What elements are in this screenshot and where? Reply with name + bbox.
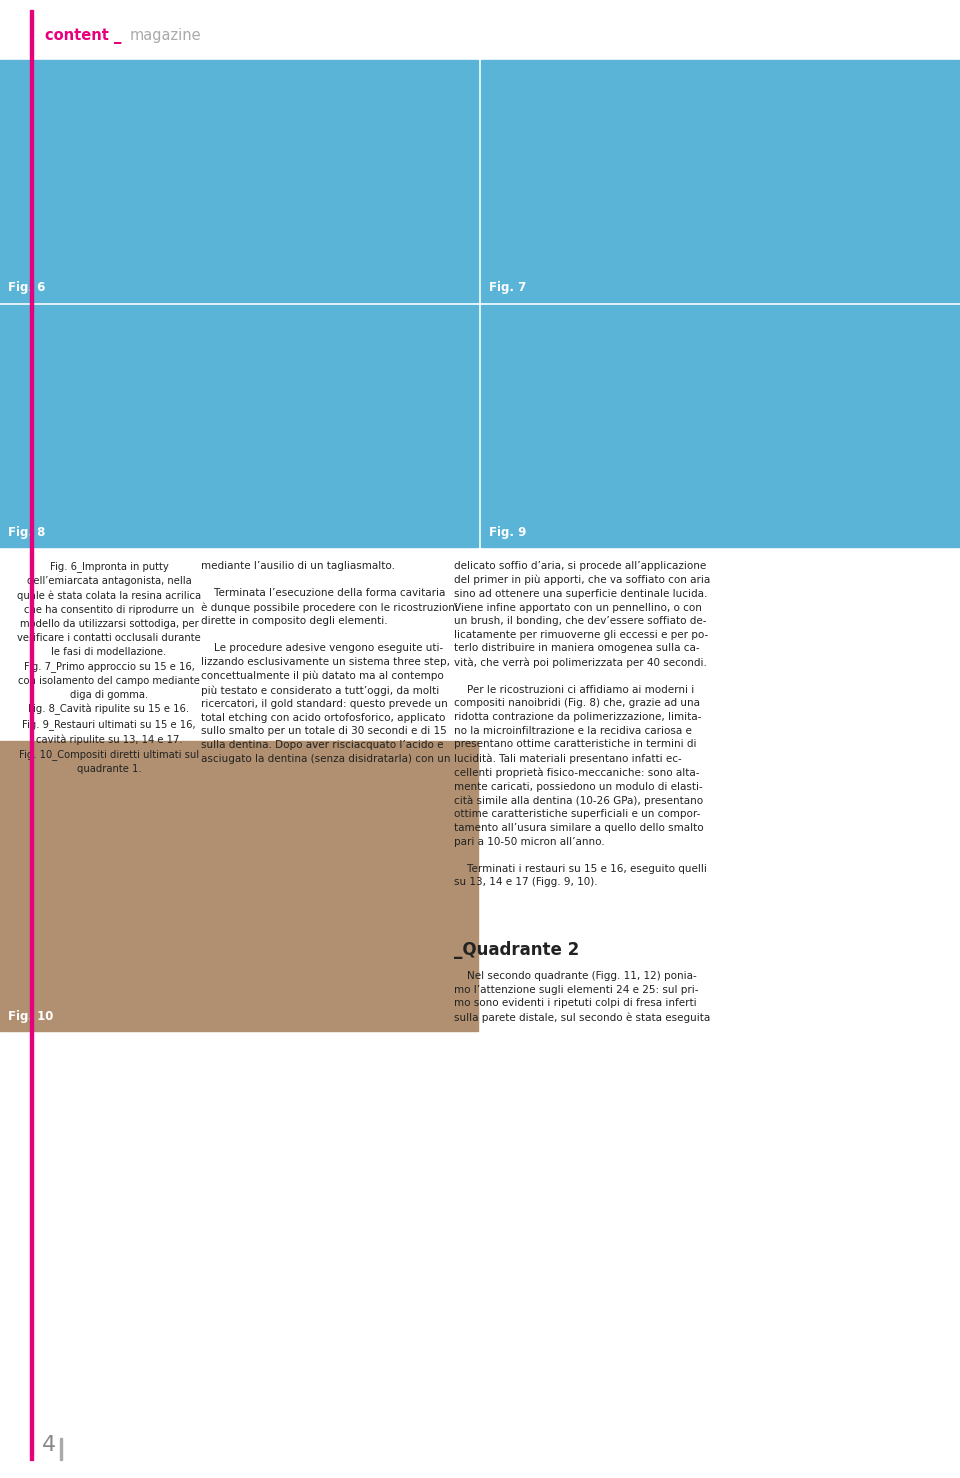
Text: mediante l’ausilio di un tagliasmalto.

    Terminata l’esecuzione della forma c: mediante l’ausilio di un tagliasmalto. T… <box>201 562 458 764</box>
Text: Fig. 9: Fig. 9 <box>489 526 526 539</box>
Text: delicato soffio d’aria, si procede all’applicazione
del primer in più apporti, c: delicato soffio d’aria, si procede all’a… <box>454 562 710 887</box>
Bar <box>30 10 33 1460</box>
Bar <box>0 304 478 547</box>
Bar <box>481 304 959 547</box>
Text: content _: content _ <box>45 28 121 43</box>
Bar <box>0 740 478 1032</box>
Text: 4: 4 <box>42 1435 56 1454</box>
Bar <box>481 61 959 302</box>
Text: Fig. 8: Fig. 8 <box>8 526 45 539</box>
Text: magazine: magazine <box>130 28 202 43</box>
Bar <box>60 1438 61 1460</box>
Text: Fig. 10: Fig. 10 <box>8 1009 54 1023</box>
Text: Nel secondo quadrante (Figg. 11, 12) ponia-
mo l’attenzione sugli elementi 24 e : Nel secondo quadrante (Figg. 11, 12) pon… <box>454 971 710 1023</box>
Text: _Quadrante 2: _Quadrante 2 <box>454 941 579 959</box>
Text: Fig. 6_Impronta in putty
dell’emiarcata antagonista, nella
quale è stata colata : Fig. 6_Impronta in putty dell’emiarcata … <box>17 562 201 774</box>
Text: Fig. 6: Fig. 6 <box>8 281 45 294</box>
Text: Fig. 7: Fig. 7 <box>489 281 526 294</box>
Bar <box>0 61 478 302</box>
